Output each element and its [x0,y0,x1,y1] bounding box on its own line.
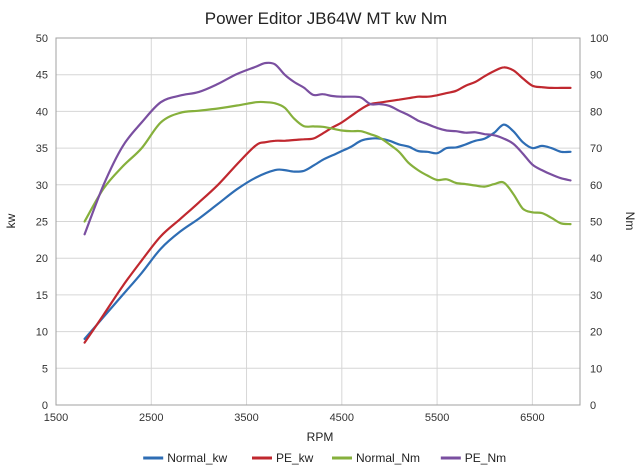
y-right-tick-label: 40 [590,253,602,265]
y-right-tick-label: 10 [590,363,602,375]
series-line-pe-nm [83,61,572,236]
y-left-tick-label: 5 [42,363,48,375]
legend-item-normal-kw: Normal_kw [143,451,228,465]
legend-item-pe-kw: PE_kw [252,451,314,465]
legend-label: PE_Nm [465,451,506,465]
legend: Normal_kw PE_kw Normal_Nm PE_Nm [143,451,506,465]
y-right-tick-label: 0 [590,400,596,412]
x-axis-label: RPM [307,430,334,444]
y-left-tick-label: 35 [36,143,48,155]
grid-layer [56,38,580,405]
y-left-tick-label: 10 [36,327,48,339]
plot-frame [55,37,581,406]
y-right-tick-label: 80 [590,106,602,118]
series-line-pe-kw [83,66,572,344]
series-line-normal-nm [83,100,572,226]
y-right-tick-label: 90 [590,70,602,82]
y-right-tick-label: 30 [590,290,602,302]
legend-label: PE_kw [276,451,314,465]
x-tick-label: 3500 [234,412,258,424]
y-left-tick-label: 15 [36,290,48,302]
legend-item-pe-nm: PE_Nm [440,451,506,465]
x-tick-label: 6500 [520,412,544,424]
y-right-tick-label: 60 [590,180,602,192]
series-line-normal-kw [83,123,572,340]
y-left-tick-label: 20 [36,253,48,265]
x-tick-label: 4500 [330,412,354,424]
legend-item-normal-nm: Normal_Nm [332,451,420,465]
y-right-tick-label: 50 [590,217,602,229]
legend-label: Normal_Nm [356,451,420,465]
y-right-tick-label: 20 [590,327,602,339]
tick-layer: 0 5 10 15 20 25 30 35 40 45 50 0 10 20 30 40 50 60 70 80 90 1… [36,33,609,424]
series-layer [83,61,572,344]
y-axis-right-label: Nm [623,212,637,231]
x-tick-label: 5500 [425,412,449,424]
chart-title: Power Editor JB64W MT kw Nm [205,9,447,28]
legend-label: Normal_kw [167,451,227,465]
y-right-tick-label: 100 [590,33,608,45]
x-tick-label: 2500 [139,412,163,424]
y-left-tick-label: 30 [36,180,48,192]
y-left-tick-label: 40 [36,106,48,118]
y-left-tick-label: 0 [42,400,48,412]
y-left-tick-label: 45 [36,70,48,82]
x-tick-label: 1500 [44,412,68,424]
y-axis-left-label: kw [4,213,18,228]
y-left-tick-label: 50 [36,33,48,45]
y-left-tick-label: 25 [36,217,48,229]
y-right-tick-label: 70 [590,143,602,155]
